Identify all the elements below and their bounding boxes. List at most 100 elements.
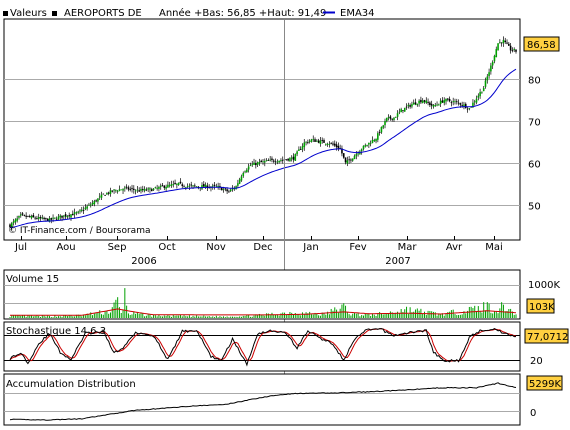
candle-body [447,98,449,100]
candle-body [159,185,162,187]
candle-body [267,160,270,161]
candle-body [113,189,115,191]
candle-body [263,161,266,163]
candle-body [445,98,447,102]
candle-body [120,189,123,191]
candle-body [72,213,74,216]
candle-body [107,192,110,194]
candle-body [466,108,469,110]
candle-body [281,159,284,161]
candle-body [305,141,307,143]
candle-body [303,142,306,148]
candle-body [86,206,88,209]
month-label: Sep [108,242,127,253]
candle-body [511,50,514,52]
accumulation-badge [526,375,563,391]
candle-body [124,187,126,189]
candle-body [145,189,148,191]
candle-body [513,49,516,51]
candle-body [341,148,343,154]
candle-body [93,200,96,205]
candle-body [441,100,444,103]
candle-body [475,98,478,103]
candle-body [384,121,386,126]
candle-body [16,218,18,221]
candle-body [312,139,315,141]
stochastic-title: Stochastique 14 6 3 [6,326,106,337]
candle-body [25,215,27,217]
accumulation-panel [3,373,521,426]
candle-body [122,189,124,191]
candle-body [125,186,128,188]
candle-body [66,215,69,218]
candle-body [479,92,481,97]
candle-body [271,158,273,160]
candle-body [140,189,142,191]
candle-body [39,217,42,219]
candle-body [194,185,196,187]
candle-body [355,154,358,157]
symbol-label: AEROPORTS DE [64,8,142,19]
candle-body [407,104,410,107]
candle-body [247,166,250,170]
candle-body [371,139,374,144]
candle-body [204,184,207,188]
candle-body [290,157,293,159]
candle-body [156,187,158,189]
candle-body [231,188,234,190]
candle-body [240,176,243,181]
candle-body [294,154,297,161]
candle-body [242,172,245,177]
candle-body [143,188,146,191]
candle-body [439,100,442,104]
accumulation-title: Accumulation Distribution [6,379,136,390]
candle-body [50,218,53,220]
candle-body [308,140,311,142]
last-price-badge [523,36,560,52]
candle-body [382,125,385,128]
candle-body [368,142,370,145]
candle-body [515,49,517,52]
candle-body [197,186,200,188]
ema-legend-label: EMA34 [340,8,375,19]
month-label: Nov [206,242,226,253]
valeurs-label[interactable]: Valeurs [10,8,47,19]
candle-body [111,190,114,192]
candle-body [61,215,63,218]
candle-body [287,158,289,161]
candle-body [255,163,257,166]
candle-body [100,194,103,198]
candle-body [27,215,29,217]
candle-body [172,183,175,185]
price-tick-label: 70 [528,118,541,129]
candle-body [506,42,508,44]
candle-body [414,102,417,105]
candle-body [335,144,338,148]
candle-body [106,193,108,195]
accumulation-line [9,382,517,421]
candle-body [18,216,20,218]
candle-body [141,189,144,191]
candle-body [177,182,180,185]
candle-body [206,185,209,189]
candle-body [353,155,356,160]
candle-body [95,200,97,202]
candle-body [37,217,40,219]
candle-body [398,111,401,113]
candle-body [280,160,282,162]
candle-body [386,117,388,122]
candle-body [52,217,54,219]
candle-body [351,158,354,161]
candle-body [158,186,160,189]
candle-body [253,162,255,165]
accumulation-tick: 0 [530,408,536,419]
candle-body [244,171,246,173]
candle-body [89,204,92,206]
candle-body [457,102,460,104]
candle-body [491,61,494,66]
candle-body [28,216,31,217]
candle-body [91,202,94,205]
candle-body [362,145,365,150]
candle-body [333,143,336,146]
